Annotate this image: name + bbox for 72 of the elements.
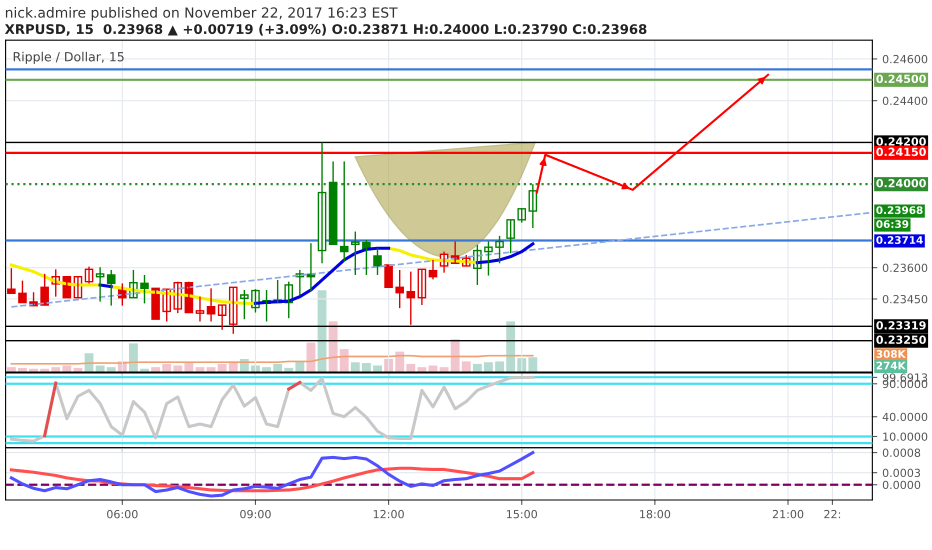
bar — [428, 365, 438, 372]
bar — [62, 365, 72, 372]
annotation: Ripple / Dollar, 15 — [14, 52, 124, 64]
bar — [6, 367, 16, 372]
text: 274K — [876, 362, 906, 370]
bar — [206, 367, 216, 372]
bar — [96, 365, 105, 372]
candlestick — [318, 142, 326, 264]
bar — [196, 367, 204, 372]
y-tick-label: 0.24600 — [882, 54, 928, 64]
y-tick-label: 99.6913 — [882, 373, 928, 382]
y-tick-label: 0.24400 — [882, 96, 928, 106]
y-tick-label: 0.23600 — [882, 264, 928, 272]
candlestick — [196, 296, 204, 322]
bar — [262, 367, 271, 372]
bar — [528, 357, 538, 372]
bar — [218, 364, 227, 372]
text: 0.23714 — [876, 236, 923, 244]
candlestick — [384, 264, 393, 288]
bar — [440, 367, 449, 372]
y-tick-label: 0.0000 — [882, 480, 920, 490]
candlestick — [84, 266, 94, 284]
x-tick-label: 06:00 — [107, 510, 138, 518]
y-tick-label: 90.0000 — [882, 380, 928, 388]
line-series — [10, 376, 534, 443]
bar — [373, 365, 382, 372]
text: 06:39 — [876, 220, 908, 228]
text: 308K — [876, 350, 906, 358]
x-tick-label: 09:00 — [240, 510, 271, 518]
bar — [484, 362, 493, 372]
candlestick — [151, 288, 160, 320]
bar — [495, 361, 504, 372]
candlestick — [18, 280, 27, 304]
ref-line-label: 0.23250 — [876, 336, 926, 344]
y-tick-label: 0.0008 — [882, 448, 920, 457]
candlestick — [140, 274, 149, 304]
candlestick — [484, 240, 493, 276]
x-tick-label: 18:00 — [640, 510, 670, 518]
bar — [462, 361, 471, 372]
bar — [84, 353, 94, 372]
bar — [417, 367, 426, 372]
bar — [318, 290, 326, 372]
ref-line-label: 0.24150 — [876, 148, 926, 156]
bar — [328, 321, 338, 372]
bar — [362, 363, 371, 372]
bar — [273, 364, 282, 372]
x-tick-label: 21:00 — [772, 510, 804, 518]
y-tick-label: 0.0003 — [882, 468, 920, 478]
bar — [472, 364, 482, 372]
candlestick — [495, 235, 504, 264]
bar — [295, 361, 304, 372]
x-tick-label: 12:00 — [374, 510, 404, 518]
chart-subtitle: XRPUSD, 15 0.23968 ▲ +0.00719 (+3.09%) O:0.23871 H:0.24000 L:0.23790 C:0.23968 — [4, 24, 646, 36]
ref-line-label: 0.24200 — [876, 137, 926, 146]
x-tick-label: 15:00 — [506, 510, 538, 518]
bar — [306, 342, 316, 372]
y-tick-label: 10.0000 — [883, 432, 928, 441]
bar — [506, 321, 516, 372]
ref-line-label: 0.24500 — [876, 74, 926, 84]
bar — [128, 343, 138, 372]
candlestick — [96, 266, 104, 302]
bar — [350, 362, 360, 372]
ref-line-label: 0.23319 — [876, 321, 926, 330]
candlestick — [428, 259, 438, 280]
bar — [151, 367, 160, 372]
text: 0.23968 — [876, 206, 923, 214]
y-tick-label: 40.0000 — [882, 412, 928, 422]
line-series — [10, 451, 534, 498]
x-tick-label: 22: — [824, 510, 840, 518]
y-tick-label: 0.23450 — [882, 294, 928, 304]
ref-line-label: 0.24000 — [876, 178, 926, 188]
chart-title: nick.admire published on November 22, 2017 16:23 EST — [6, 7, 398, 20]
